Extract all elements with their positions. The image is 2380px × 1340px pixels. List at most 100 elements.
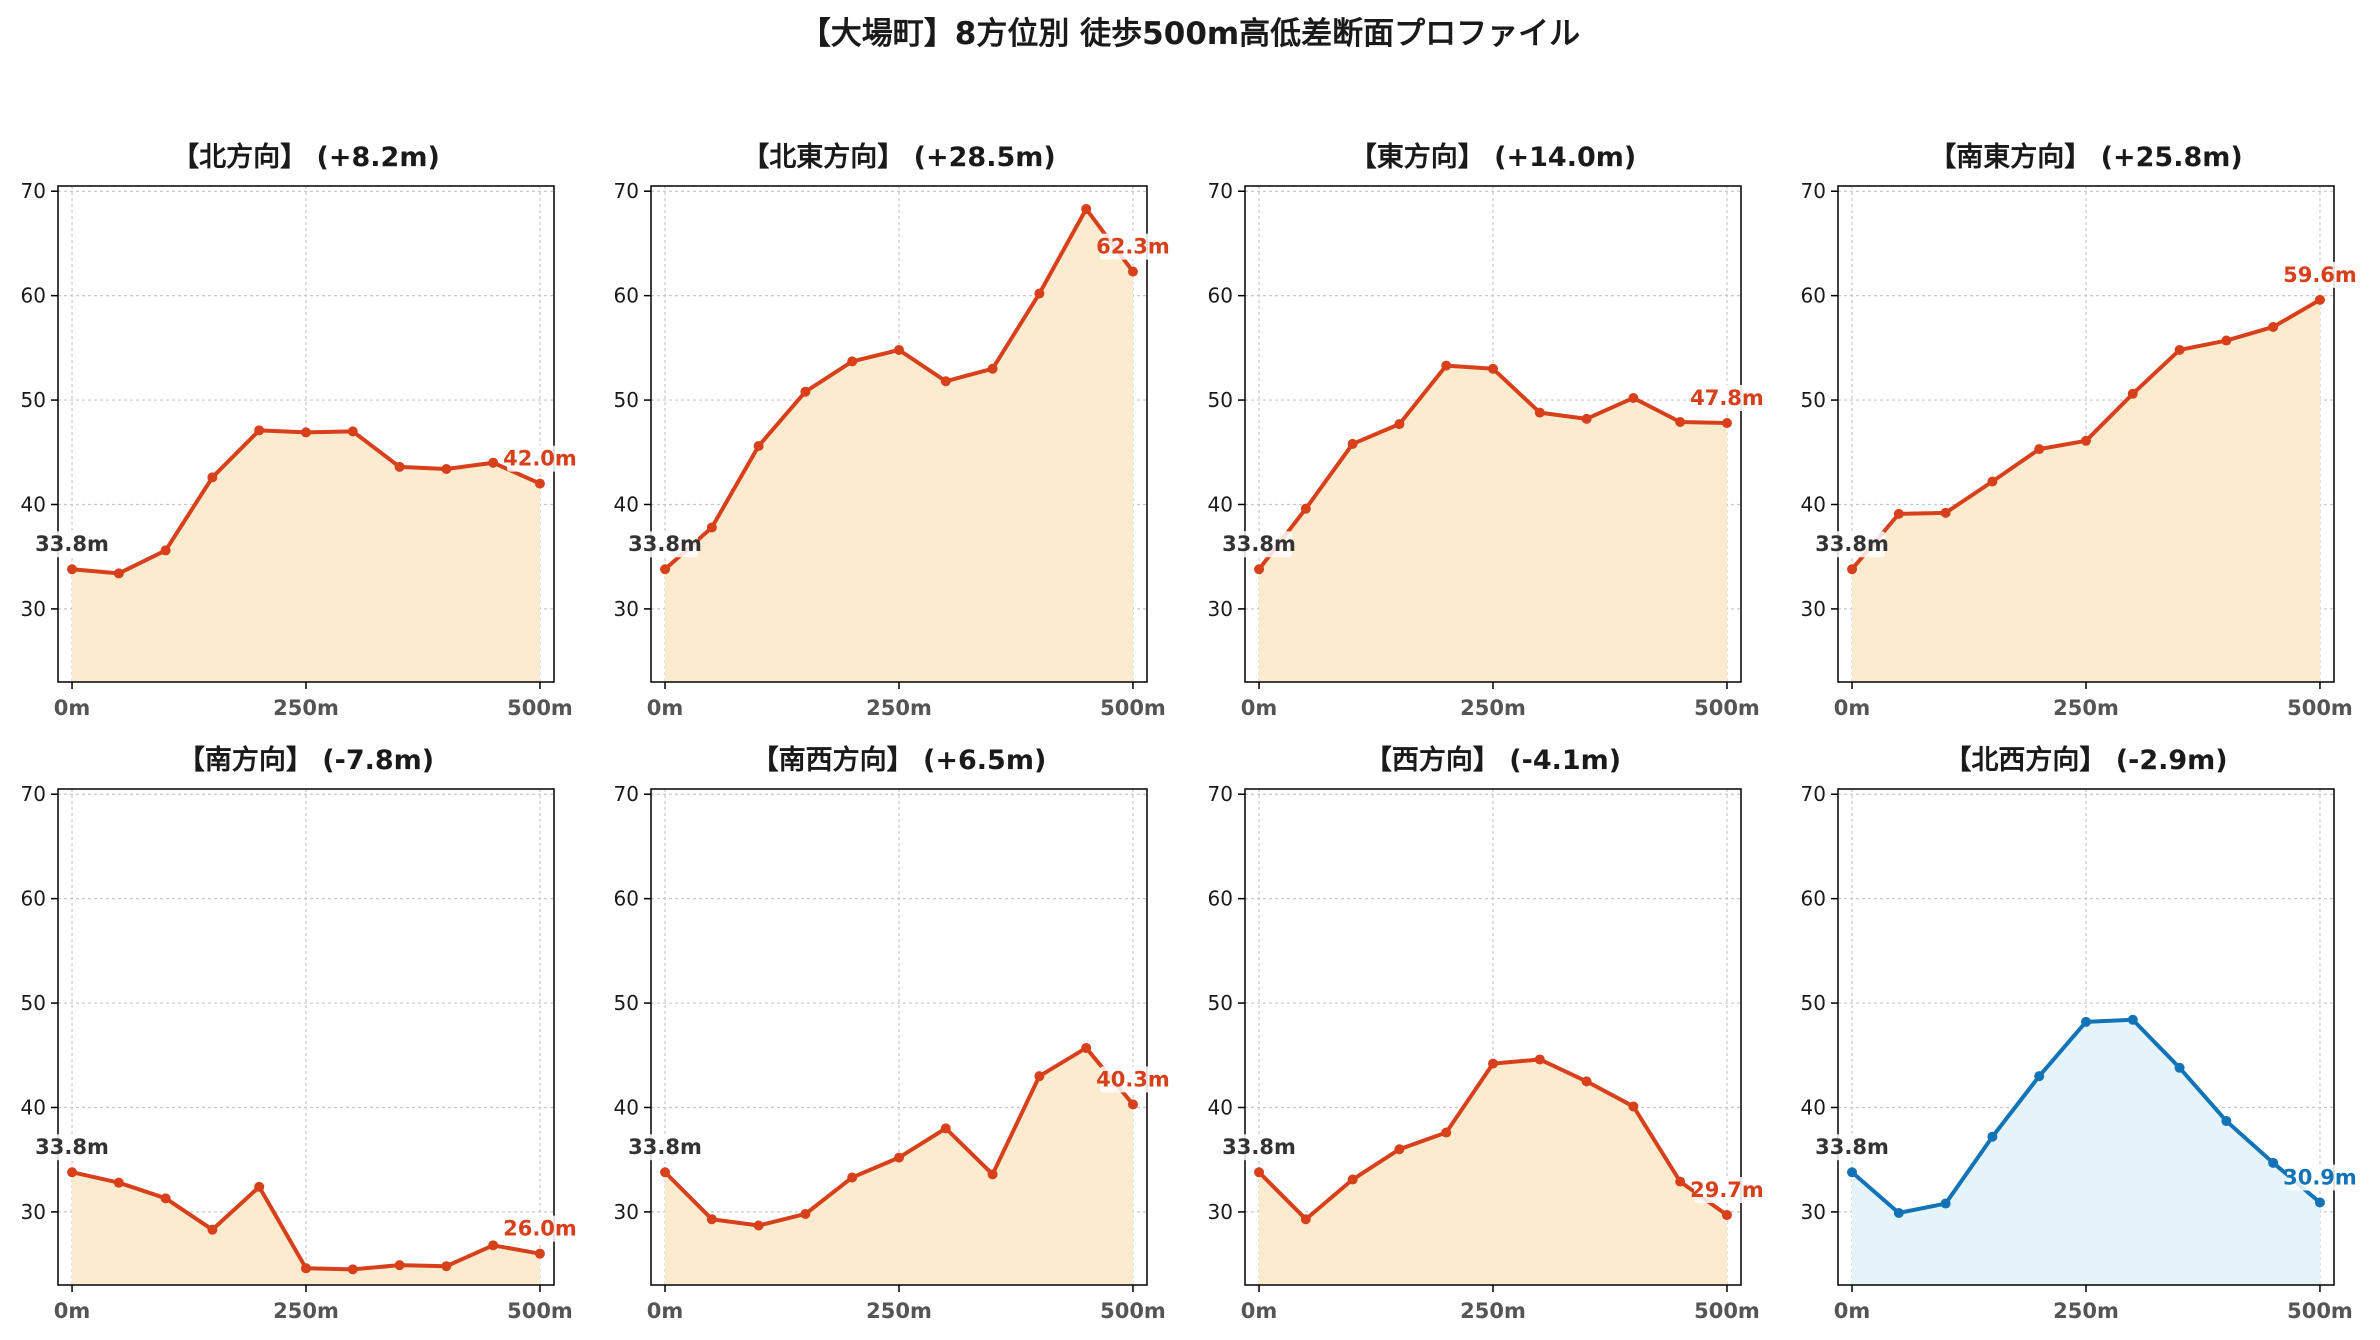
profile-panel: 【北東方向】 (+28.5m) 30 40 50 60 70 0m 250m 500m 33.8m…: [614, 141, 1170, 720]
data-point: [847, 356, 858, 367]
data-point: [706, 1214, 717, 1225]
data-point: [113, 568, 124, 579]
data-point: [441, 1261, 452, 1272]
data-point: [2081, 435, 2091, 446]
y-tick-label: 50: [614, 388, 639, 412]
y-tick-label: 70: [1208, 782, 1233, 806]
y-tick-label: 70: [21, 782, 46, 806]
x-tick-label: 0m: [647, 696, 684, 720]
data-point: [2314, 1197, 2325, 1208]
data-point: [534, 478, 545, 489]
y-tick-label: 70: [614, 179, 639, 203]
end-elevation-label: 59.6m: [2283, 263, 2357, 287]
y-tick-label: 30: [614, 1200, 639, 1224]
data-point: [1675, 1176, 1686, 1187]
data-point: [207, 1224, 218, 1235]
panel-title: 【北方向】 (+8.2m): [172, 141, 440, 173]
data-point: [1847, 1167, 1858, 1178]
y-tick-label: 30: [21, 1200, 46, 1224]
end-elevation-label: 42.0m: [503, 447, 577, 471]
data-point: [2127, 388, 2138, 399]
x-tick-label: 0m: [54, 1299, 91, 1323]
data-point: [800, 1208, 811, 1219]
x-tick-label: 0m: [1834, 1299, 1871, 1323]
y-tick-label: 40: [1801, 492, 1826, 516]
data-point: [1394, 419, 1405, 430]
start-label-bg: [1819, 531, 1886, 558]
y-tick-label: 50: [614, 991, 639, 1015]
x-tick-label: 250m: [273, 1299, 339, 1323]
x-tick-label: 0m: [647, 1299, 684, 1323]
data-point: [1034, 288, 1045, 299]
y-tick-label: 60: [614, 284, 639, 308]
profile-panel: 【南西方向】 (+6.5m) 30 40 50 60 70 0m 250m 500m 33.8m 4…: [614, 744, 1170, 1323]
end-elevation-label: 30.9m: [2283, 1166, 2357, 1190]
data-point: [894, 344, 904, 355]
start-label-bg: [1819, 1134, 1886, 1161]
data-point: [706, 522, 717, 533]
data-point: [1940, 507, 1951, 518]
x-tick-label: 250m: [866, 1299, 932, 1323]
y-tick-label: 60: [1208, 284, 1233, 308]
data-point: [1534, 407, 1545, 418]
panel-title: 【南西方向】 (+6.5m): [752, 744, 1047, 776]
data-point: [2221, 1116, 2232, 1127]
y-tick-label: 50: [1801, 991, 1826, 1015]
data-point: [1581, 1076, 1592, 1087]
profile-area: [1259, 1059, 1727, 1285]
end-label-bg: [1693, 385, 1760, 412]
profile-panel: 【南東方向】 (+25.8m) 30 40 50 60 70 0m 250m 500m 33.8m…: [1801, 141, 2357, 720]
start-label-bg: [632, 1134, 699, 1161]
profile-area: [1852, 1019, 2320, 1285]
data-point: [1987, 476, 1998, 487]
y-tick-label: 30: [1208, 1200, 1233, 1224]
profile-area: [1852, 299, 2320, 682]
x-tick-label: 250m: [1460, 696, 1526, 720]
data-point: [753, 1220, 764, 1231]
x-tick-label: 500m: [2287, 1299, 2353, 1323]
data-point: [1441, 360, 1452, 371]
x-tick-label: 0m: [54, 696, 91, 720]
y-tick-label: 50: [21, 991, 46, 1015]
data-point: [1300, 1214, 1311, 1225]
data-point: [67, 564, 78, 575]
profile-panel: 【東方向】 (+14.0m) 30 40 50 60 70 0m 250m 500m 33.8m 4…: [1208, 141, 1764, 720]
y-tick-label: 30: [614, 597, 639, 621]
end-label-bg: [2286, 261, 2353, 288]
data-point: [1441, 1127, 1452, 1138]
data-point: [1081, 1042, 1092, 1053]
profile-area: [72, 1172, 540, 1285]
data-point: [488, 457, 499, 468]
end-label-bg: [1693, 1177, 1760, 1204]
y-tick-label: 50: [1801, 388, 1826, 412]
data-point: [2314, 294, 2325, 305]
y-tick-label: 50: [1208, 388, 1233, 412]
end-elevation-label: 26.0m: [503, 1217, 577, 1241]
profile-panel: 【南方向】 (-7.8m) 30 40 50 60 70 0m 250m 500m 33.8m 26…: [21, 744, 577, 1323]
end-elevation-label: 47.8m: [1690, 386, 1764, 410]
data-point: [894, 1152, 904, 1163]
data-point: [1034, 1071, 1045, 1082]
x-tick-label: 250m: [866, 696, 932, 720]
data-point: [1127, 266, 1138, 277]
data-point: [1581, 413, 1592, 424]
start-elevation-label: 33.8m: [628, 532, 702, 556]
end-label-bg: [2286, 1164, 2353, 1191]
data-point: [160, 1193, 171, 1204]
data-point: [660, 1167, 671, 1178]
x-tick-label: 250m: [2053, 1299, 2119, 1323]
data-point: [940, 1123, 951, 1134]
x-tick-label: 0m: [1241, 1299, 1278, 1323]
y-tick-label: 50: [1208, 991, 1233, 1015]
data-point: [1488, 363, 1498, 374]
y-tick-label: 70: [1208, 179, 1233, 203]
data-point: [1940, 1198, 1951, 1209]
y-tick-label: 70: [614, 782, 639, 806]
profile-area: [665, 1047, 1133, 1285]
data-point: [347, 426, 358, 437]
x-tick-label: 500m: [1694, 696, 1760, 720]
end-elevation-label: 40.3m: [1096, 1067, 1170, 1091]
x-tick-label: 250m: [2053, 696, 2119, 720]
data-point: [1987, 1131, 1998, 1142]
data-point: [488, 1240, 499, 1251]
